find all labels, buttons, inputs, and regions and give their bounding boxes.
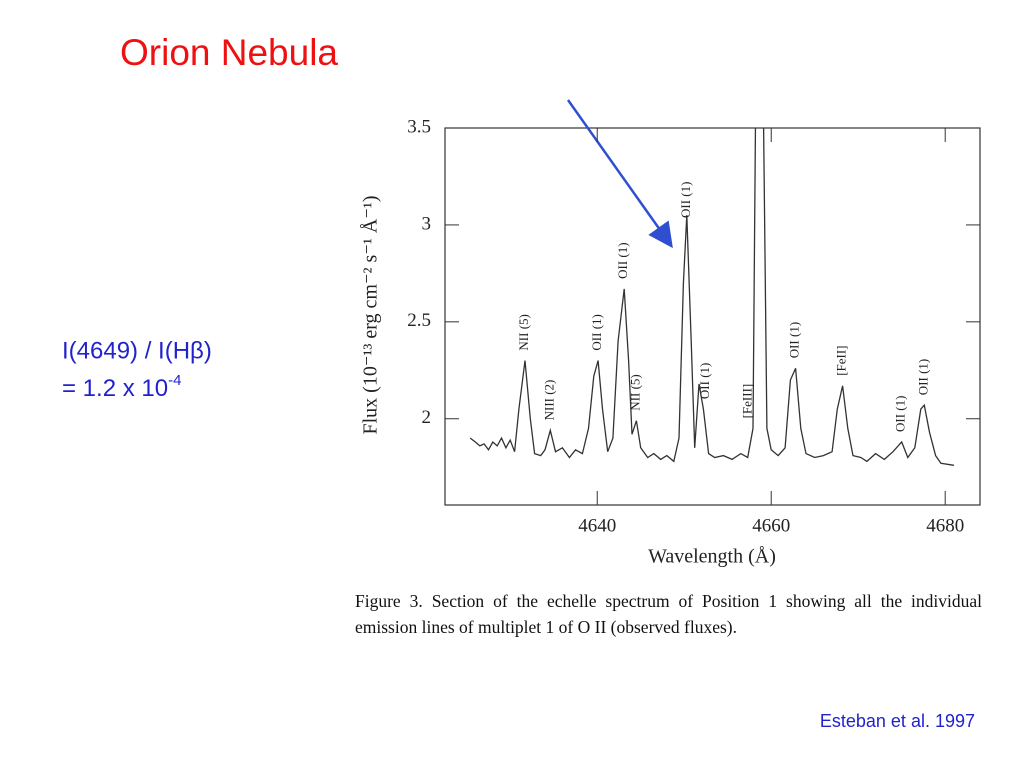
line-label: OII (1) — [893, 396, 908, 432]
value-line: = 1.2 x 10-4 — [62, 372, 181, 402]
value-exponent: -4 — [168, 372, 181, 389]
line-label: OII (1) — [678, 182, 693, 218]
x-tick-label: 4680 — [926, 515, 964, 536]
x-tick-label: 4660 — [752, 515, 790, 536]
line-label: NII (5) — [516, 314, 531, 350]
ratio-line: I(4649) / I(Hβ) — [62, 337, 212, 364]
line-label: OII (1) — [615, 242, 630, 278]
line-label: OII (1) — [915, 359, 930, 395]
line-label: OII (1) — [589, 314, 604, 350]
y-tick-label: 3.5 — [407, 116, 431, 137]
y-tick-label: 2 — [422, 407, 432, 428]
line-label: [FeII] — [834, 345, 849, 375]
y-axis-label: Flux (10⁻¹³ erg cm⁻² s⁻¹ Å⁻¹) — [360, 195, 382, 434]
y-tick-label: 3 — [422, 213, 432, 234]
line-label: OII (1) — [787, 322, 802, 358]
line-label: NII (5) — [627, 374, 642, 410]
plot-frame — [444, 127, 981, 506]
slide-title: Orion Nebula — [120, 32, 338, 73]
pointer-arrow — [566, 99, 673, 249]
x-tick-label: 4640 — [578, 515, 616, 536]
y-tick-label: 2.5 — [407, 310, 431, 331]
line-label: [FeIII] — [740, 384, 755, 419]
figure-caption: Figure 3. Section of the echelle spectru… — [355, 591, 982, 637]
credit: Esteban et al. 1997 — [820, 711, 975, 731]
x-axis-label: Wavelength (Å) — [648, 546, 776, 568]
spectrum-line — [469, 128, 954, 466]
line-label: NIII (2) — [541, 380, 556, 421]
line-label: OII (1) — [697, 363, 712, 399]
value-text: = 1.2 x 10 — [62, 375, 168, 402]
plot-area — [469, 128, 954, 466]
